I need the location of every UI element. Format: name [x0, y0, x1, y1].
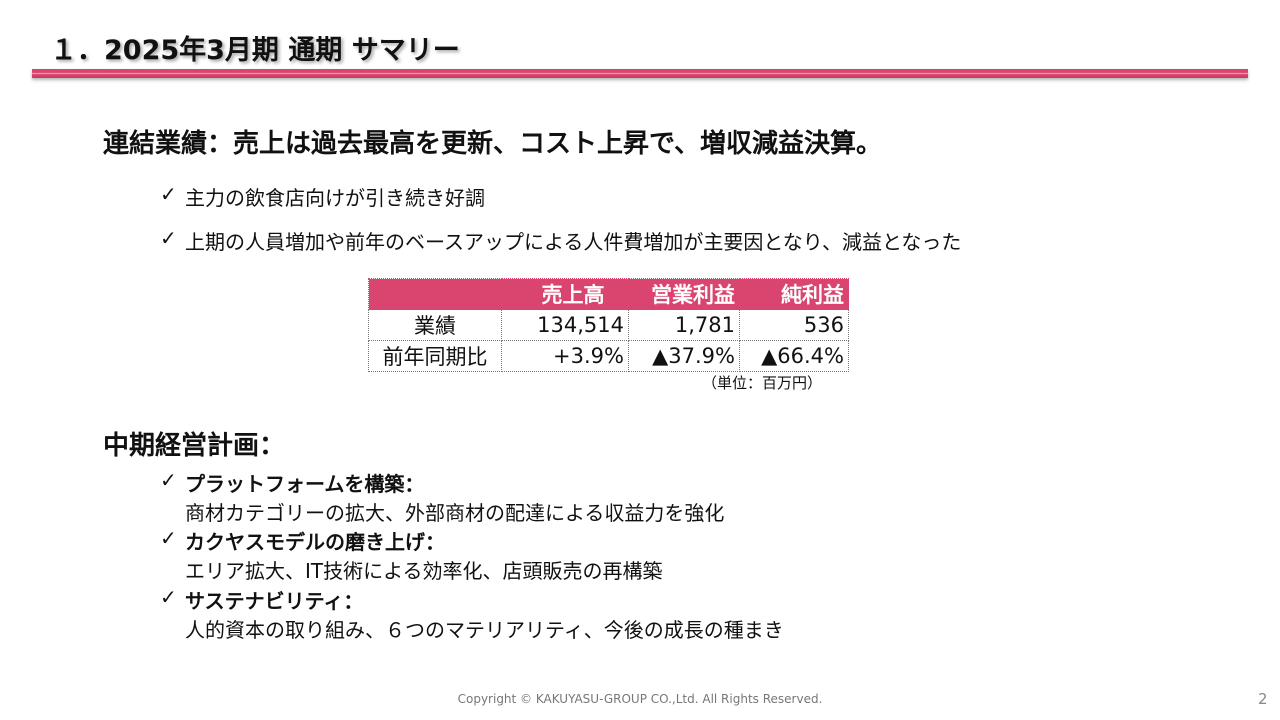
table-header: 純利益	[739, 278, 849, 310]
table-cell: 134,514	[501, 309, 629, 341]
copyright: Copyright © KAKUYASU-GROUP CO.,Ltd. All …	[457, 692, 823, 706]
plan-item-title: プラットフォームを構築：	[185, 472, 425, 496]
table-cell: +3.9%	[501, 340, 629, 372]
table-row: 業績 134,514 1,781 536	[368, 309, 849, 341]
table-header-row: 売上高 営業利益 純利益	[368, 278, 849, 310]
bullet-item: 上期の人員増加や前年のベースアップによる人件費増加が主要因となり、減益となった	[185, 230, 962, 254]
table-cell: ▲66.4%	[739, 340, 849, 372]
plan-item-title: カクヤスモデルの磨き上げ：	[185, 530, 445, 554]
plan-item-desc: エリア拡大、IT技術による効率化、店頭販売の再構築	[185, 559, 663, 583]
section-heading-plan: 中期経営計画：	[103, 431, 286, 461]
bullet-item: 主力の飲食店向けが引き続き好調	[185, 186, 485, 210]
results-table: 売上高 営業利益 純利益 業績 134,514 1,781 536 前年同期比 …	[368, 278, 849, 372]
table-header	[368, 278, 502, 310]
table-cell: 1,781	[628, 309, 740, 341]
plan-item-title: サステナビリティ：	[185, 589, 364, 613]
table-header: 売上高	[501, 278, 629, 310]
table-cell: ▲37.9%	[628, 340, 740, 372]
table-cell: 業績	[368, 309, 502, 341]
check-icon: ✓	[160, 468, 177, 492]
title-underline-bar	[32, 69, 1248, 78]
table-row: 前年同期比 +3.9% ▲37.9% ▲66.4%	[368, 340, 849, 372]
plan-item-desc: 商材カテゴリーの拡大、外部商材の配達による収益力を強化	[185, 501, 725, 525]
page-number: 2	[1258, 690, 1268, 708]
unit-note: （単位：百万円）	[701, 374, 822, 392]
check-icon: ✓	[160, 182, 177, 206]
check-icon: ✓	[160, 585, 177, 609]
check-icon: ✓	[160, 526, 177, 550]
slide-title: １．2025年3月期 通期 サマリー	[50, 35, 460, 66]
table-header: 営業利益	[628, 278, 740, 310]
table-cell: 前年同期比	[368, 340, 502, 372]
check-icon: ✓	[160, 226, 177, 250]
table-cell: 536	[739, 309, 849, 341]
section-heading-results: 連結業績：売上は過去最高を更新、コスト上昇で、増収減益決算。	[103, 129, 882, 159]
plan-item-desc: 人的資本の取り組み、６つのマテリアリティ、今後の成長の種まき	[185, 618, 784, 642]
